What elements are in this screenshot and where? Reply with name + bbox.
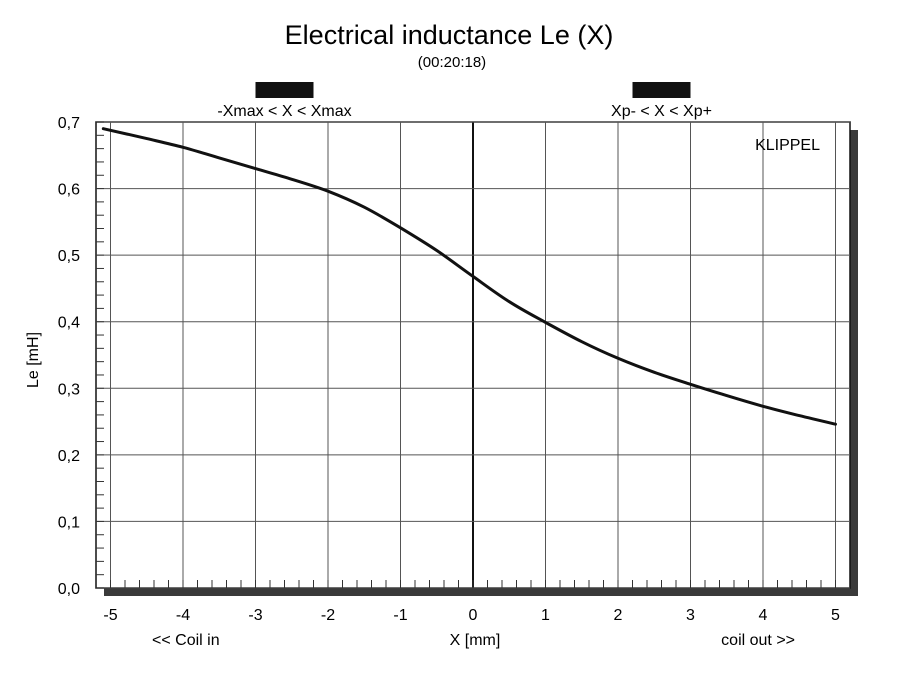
x-tick-labels: -5 -4 -3 -2 -1 0 1 2 3 4 5 <box>103 607 840 624</box>
x-tick-label: -1 <box>393 607 407 624</box>
range-bar <box>255 82 314 98</box>
x-tick-label: 4 <box>759 607 768 624</box>
y-tick-label: 0,5 <box>58 248 80 265</box>
minor-ticks <box>96 121 836 589</box>
y-tick-label: 0,4 <box>58 315 80 332</box>
y-tick-label: 0,3 <box>58 381 80 398</box>
y-tick-label: 0,0 <box>58 581 80 598</box>
y-tick-label: 0,7 <box>58 115 80 132</box>
y-tick-labels: 0,0 0,1 0,2 0,3 0,4 0,5 0,6 0,7 <box>58 115 80 598</box>
range-label: Xp- < X < Xp+ <box>611 103 712 120</box>
inductance-curve <box>101 127 837 426</box>
y-tick-label: 0,6 <box>58 182 80 199</box>
x-tick-label: -2 <box>321 607 335 624</box>
y-axis-label: Le [mH] <box>25 332 42 388</box>
grid <box>96 121 850 589</box>
y-tick-label: 0,2 <box>58 448 80 465</box>
x-tick-label: -5 <box>103 607 117 624</box>
chart-subtitle: (00:20:18) <box>418 54 486 71</box>
x-tick-label: 5 <box>831 607 840 624</box>
range-bar <box>632 82 691 98</box>
x-right-note: coil out >> <box>721 632 795 649</box>
x-tick-label: 3 <box>686 607 695 624</box>
x-axis-label: X [mm] <box>450 632 501 649</box>
y-tick-label: 0,1 <box>58 514 80 531</box>
x-left-note: << Coil in <box>152 632 220 649</box>
range-label: -Xmax < X < Xmax <box>217 103 351 120</box>
chart-title: Electrical inductance Le (X) <box>285 20 614 50</box>
x-tick-label: 1 <box>541 607 550 624</box>
x-tick-label: -4 <box>176 607 190 624</box>
x-tick-label: 2 <box>614 607 623 624</box>
range-marks: -Xmax < X < Xmax Xp- < X < Xp+ <box>217 82 712 120</box>
x-tick-label: 0 <box>469 607 478 624</box>
klippel-watermark: KLIPPEL <box>755 137 820 154</box>
x-tick-label: -3 <box>248 607 262 624</box>
series-layer <box>101 127 837 426</box>
